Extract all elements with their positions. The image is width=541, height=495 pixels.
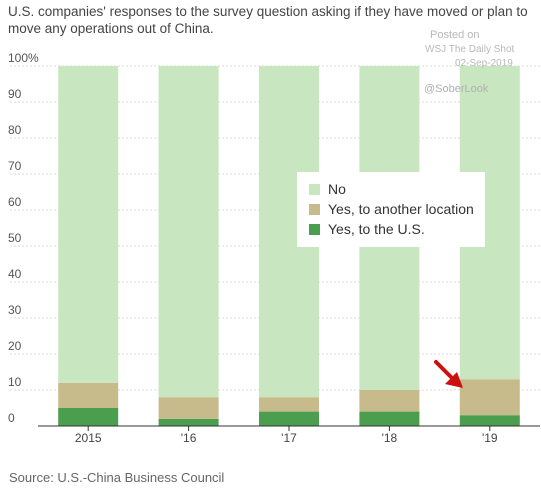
bars [58, 66, 520, 426]
legend-label: No [328, 181, 346, 197]
watermark-line-2: WSJ The Daily Shot [425, 44, 515, 55]
legend-label: Yes, to another location [328, 201, 474, 217]
x-tick-label: '19 [482, 431, 498, 445]
y-tick-label: 20 [8, 339, 22, 353]
bar-segment [158, 66, 219, 398]
watermark-line-1: Posted on [430, 29, 480, 41]
y-tick-label: 30 [8, 303, 22, 317]
arrow-head [445, 372, 463, 388]
legend-box [297, 172, 485, 247]
y-tick-label: 90 [8, 87, 22, 101]
x-axis-ticks: 2015 '16 '17 '18 '19 [75, 426, 498, 445]
arrow-shaft [434, 360, 453, 379]
legend-swatch [309, 204, 320, 215]
author-handle: @SoberLook [424, 83, 489, 95]
bar-segment [459, 415, 520, 426]
watermark-line-3: 02-Sep-2019 [455, 58, 513, 69]
bar-segment [259, 397, 319, 412]
x-tick-label: 2015 [75, 431, 102, 445]
y-tick-label: 70 [8, 159, 22, 173]
y-axis-ticks: 0 10 20 30 40 50 60 70 80 90 100% [8, 51, 39, 425]
y-tick-label: 100% [8, 51, 39, 65]
bar-segment [58, 408, 119, 426]
bar-segment [158, 397, 219, 419]
legend-swatch [309, 184, 320, 195]
y-tick-label: 40 [8, 267, 22, 281]
legend: No Yes, to another location Yes, to the U.… [297, 172, 485, 247]
bar-segment [58, 66, 119, 383]
bar-segment [359, 390, 420, 412]
chart-title: U.S. companies' responses to the survey … [8, 4, 528, 36]
source-note: Source: U.S.-China Business Council [9, 470, 225, 485]
y-tick-label: 0 [8, 411, 15, 425]
y-tick-label: 10 [8, 375, 22, 389]
y-tick-label: 80 [8, 123, 22, 137]
bar-segment [459, 379, 520, 416]
bar-segment [359, 411, 420, 426]
y-tick-label: 50 [8, 231, 22, 245]
legend-label: Yes, to the U.S. [328, 221, 425, 237]
annotation-arrow [434, 360, 463, 388]
x-tick-label: '18 [382, 431, 398, 445]
bar-segment [259, 411, 319, 426]
x-tick-label: '17 [281, 431, 297, 445]
bar-segment [158, 418, 219, 426]
bar-segment [58, 382, 119, 408]
x-tick-label: '16 [181, 431, 197, 445]
legend-swatch [309, 224, 320, 235]
y-tick-label: 60 [8, 195, 22, 209]
